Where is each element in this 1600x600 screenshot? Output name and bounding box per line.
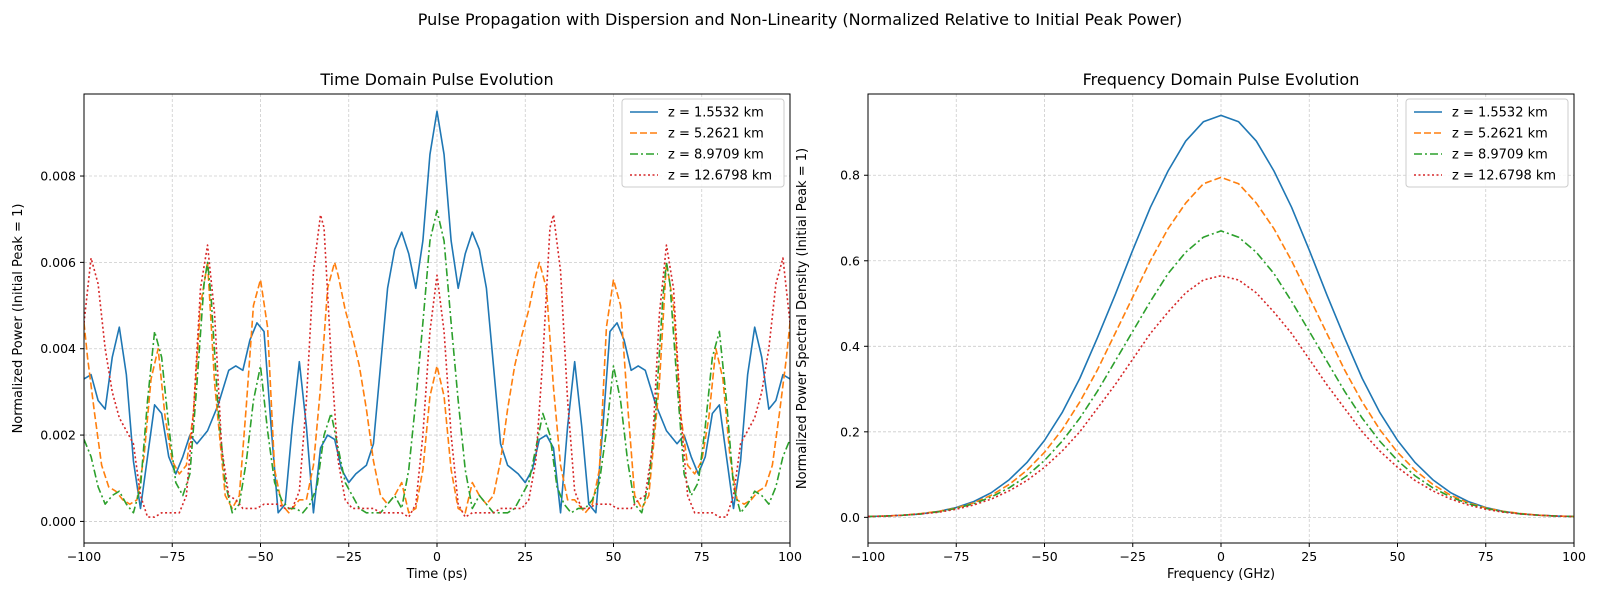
time-domain-xtick-label: 100 <box>778 549 802 564</box>
time-domain-xtick-label: −75 <box>159 549 185 564</box>
time-domain-ytick-label: 0.006 <box>40 255 76 270</box>
frequency-domain-title: Frequency Domain Pulse Evolution <box>1083 70 1360 89</box>
time-domain-xtick-label: 0 <box>433 549 441 564</box>
time-domain-series-line-1 <box>84 110 790 514</box>
time-domain-xtick-label: −25 <box>336 549 362 564</box>
time-domain-legend-label-4: z = 12.6798 km <box>668 169 772 184</box>
time-domain-ytick-label: 0.002 <box>40 428 76 443</box>
frequency-domain-ytick-label: 0.8 <box>840 168 860 183</box>
frequency-domain-xtick-label: −25 <box>1120 549 1146 564</box>
frequency-domain-legend-label-2: z = 5.2621 km <box>1452 127 1548 142</box>
frequency-domain-xtick-label: 100 <box>1562 549 1586 564</box>
frequency-domain-legend-box <box>1405 98 1569 188</box>
time-domain-xtick-label: 50 <box>606 549 622 564</box>
frequency-domain-panel: −100 −75 −50 −25 0 25 50 75 100 0.0 0.2 0.4 0.6 0.8 Fr… <box>795 70 1586 582</box>
time-domain-xlabel: Time (ps) <box>405 567 467 582</box>
time-domain-panel: −100 −75 −50 −25 0 25 50 75 100 0.000 0.002 0.004 0.… <box>11 70 802 582</box>
frequency-domain-xtick-label: −50 <box>1031 549 1057 564</box>
time-domain-ytick-label: 0.000 <box>40 514 76 529</box>
frequency-domain-series-line-2 <box>868 176 1574 518</box>
time-domain-legend-label-3: z = 8.9709 km <box>668 148 764 163</box>
frequency-domain-xtick-label: 25 <box>1301 549 1317 564</box>
frequency-domain-legend-label-3: z = 8.9709 km <box>1452 148 1548 163</box>
frequency-domain-xtick-label: 0 <box>1217 549 1225 564</box>
frequency-domain-ytick-label: 0.2 <box>840 424 860 439</box>
time-domain-ylabel: Normalized Power (Initial Peak = 1) <box>11 204 26 434</box>
time-domain-xtick-label: −50 <box>247 549 273 564</box>
frequency-domain-ytick-label: 0.0 <box>840 510 860 525</box>
time-domain-xtick-label: 25 <box>517 549 533 564</box>
time-domain-series-line-3 <box>84 209 790 514</box>
time-domain-legend-box <box>621 98 785 188</box>
frequency-domain-xlabel: Frequency (GHz) <box>1167 567 1275 582</box>
time-domain-legend-label-1: z = 1.5532 km <box>668 106 764 121</box>
time-domain-title: Time Domain Pulse Evolution <box>319 70 553 89</box>
figure-suptitle: Pulse Propagation with Dispersion and No… <box>418 10 1183 29</box>
frequency-domain-legend-label-4: z = 12.6798 km <box>1452 169 1556 184</box>
frequency-domain-ytick-label: 0.6 <box>840 253 860 268</box>
time-domain-xtick-label: −100 <box>67 549 101 564</box>
frequency-domain-xtick-label: −100 <box>851 549 885 564</box>
frequency-domain-xtick-label: 75 <box>1478 549 1494 564</box>
frequency-domain-series-line-3 <box>868 230 1574 518</box>
time-domain-series-line-4 <box>84 214 790 518</box>
frequency-domain-ylabel: Normalized Power Spectral Density (Initi… <box>795 148 810 489</box>
frequency-domain-series-line-1 <box>868 114 1574 518</box>
frequency-domain-xtick-label: 50 <box>1390 549 1406 564</box>
time-domain-ytick-label: 0.004 <box>40 341 76 356</box>
frequency-domain-xtick-label: −75 <box>943 549 969 564</box>
time-domain-legend-label-2: z = 5.2621 km <box>668 127 764 142</box>
frequency-domain-ytick-label: 0.4 <box>840 339 860 354</box>
time-domain-legend: z = 1.5532 km z = 5.2621 km z = 8.9709 km z… <box>621 98 785 188</box>
frequency-domain-legend-label-1: z = 1.5532 km <box>1452 106 1548 121</box>
frequency-domain-legend: z = 1.5532 km z = 5.2621 km z = 8.9709 km z… <box>1405 98 1569 188</box>
time-domain-ytick-label: 0.008 <box>40 169 76 184</box>
time-domain-xtick-label: 75 <box>694 549 710 564</box>
